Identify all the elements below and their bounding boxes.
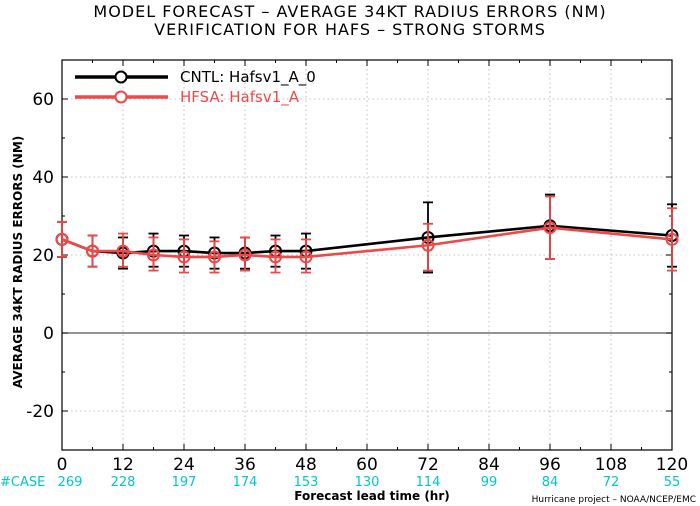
x-axis-label: Forecast lead time (hr) xyxy=(294,489,450,503)
case-count: 174 xyxy=(233,475,258,490)
legend-marker xyxy=(114,70,128,84)
x-tick-label: 72 xyxy=(417,455,439,475)
case-count: 84 xyxy=(542,475,559,490)
chart-subtitle: VERIFICATION FOR HAFS – STRONG STORMS xyxy=(154,20,546,39)
data-point xyxy=(55,232,69,246)
y-axis-ticks: -20 0 20 40 60 xyxy=(26,59,672,451)
credit-text: Hurricane project – NOAA/NCEP/EMC xyxy=(532,495,696,505)
case-counts: 269 228 197 174 153 130 114 99 84 72 55 xyxy=(58,475,681,490)
data-point xyxy=(177,250,191,264)
x-tick-label: 60 xyxy=(356,455,378,475)
x-axis-ticks: 0 12 24 36 48 60 72 84 96 108 120 xyxy=(57,60,688,475)
x-tick-label: 12 xyxy=(112,455,134,475)
x-tick-label: 36 xyxy=(234,455,256,475)
series-cntl xyxy=(55,193,679,274)
data-point xyxy=(147,248,160,262)
series-layer xyxy=(55,193,679,274)
data-point xyxy=(421,238,435,252)
y-tick-label: -20 xyxy=(26,402,54,422)
case-count: 197 xyxy=(172,475,197,490)
x-tick-label: 96 xyxy=(539,455,561,475)
data-point xyxy=(269,250,282,264)
data-point xyxy=(665,232,679,246)
x-tick-label: 48 xyxy=(295,455,317,475)
data-point xyxy=(116,244,130,258)
y-tick-label: 60 xyxy=(32,90,54,110)
y-tick-label: 40 xyxy=(32,168,54,188)
case-count: 114 xyxy=(416,475,441,490)
case-count: 153 xyxy=(294,475,319,490)
legend-entry: CNTL: Hafsv1_A_0 xyxy=(75,68,316,87)
case-count: 99 xyxy=(481,475,498,490)
x-tick-label: 84 xyxy=(478,455,500,475)
data-point xyxy=(208,250,221,264)
y-tick-label: 0 xyxy=(43,324,54,344)
data-point xyxy=(543,221,557,235)
case-count: 228 xyxy=(111,475,136,490)
case-count: 55 xyxy=(664,475,681,490)
x-tick-label: 120 xyxy=(656,455,688,475)
chart-title: MODEL FORECAST – AVERAGE 34KT RADIUS ERR… xyxy=(93,2,607,21)
legend-marker xyxy=(114,90,128,104)
legend-label: HFSA: Hafsv1_A xyxy=(180,88,300,107)
data-point xyxy=(299,250,313,264)
case-count: 269 xyxy=(58,475,83,490)
series-hfsa xyxy=(55,195,679,274)
legend-label: CNTL: Hafsv1_A_0 xyxy=(180,68,316,87)
x-tick-label: 108 xyxy=(595,455,627,475)
x-tick-label: 0 xyxy=(57,455,68,475)
case-count: 72 xyxy=(603,475,620,490)
case-label: #CASE xyxy=(0,475,45,490)
legend-entry: HFSA: Hafsv1_A xyxy=(75,88,300,107)
data-point xyxy=(86,244,99,258)
x-tick-label: 24 xyxy=(173,455,195,475)
y-axis-label: AVERAGE 34KT RADIUS ERRORS (NM) xyxy=(11,136,25,388)
case-count: 130 xyxy=(355,475,380,490)
y-tick-label: 20 xyxy=(32,246,54,266)
data-point xyxy=(238,248,252,262)
